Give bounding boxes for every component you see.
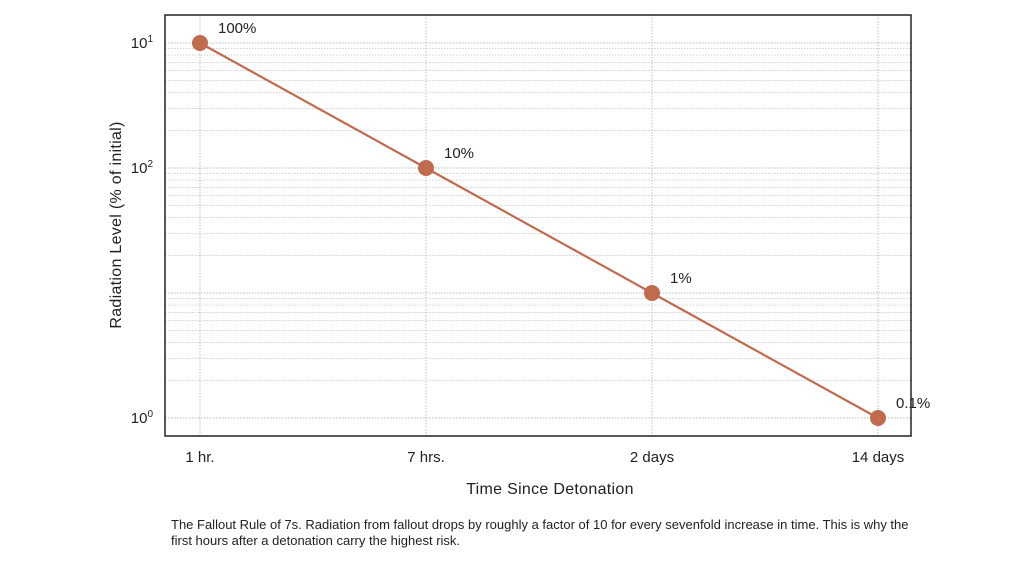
x-tick-labels: 1 hr. 7 hrs. 2 days 14 days xyxy=(185,449,904,466)
data-point xyxy=(192,35,208,51)
data-label: 100% xyxy=(218,20,256,37)
x-tick-label: 14 days xyxy=(852,449,905,466)
y-tick-labels: 101 102 100 xyxy=(131,34,154,427)
data-series: 100% 10% 1% 0.1% xyxy=(192,20,930,426)
data-point xyxy=(644,285,660,301)
x-tick-label: 7 hrs. xyxy=(407,449,445,466)
data-label: 0.1% xyxy=(896,395,930,412)
y-tick-label: 101 xyxy=(131,34,154,52)
figure-caption: The Fallout Rule of 7s. Radiation from f… xyxy=(171,517,909,548)
data-point xyxy=(870,410,886,426)
y-axis-label: Radiation Level (% of initial) xyxy=(108,121,125,328)
data-point xyxy=(418,160,434,176)
grid-lines xyxy=(165,15,911,436)
x-tick-label: 1 hr. xyxy=(185,449,214,466)
plot-frame xyxy=(164,14,912,437)
y-tick-label: 100 xyxy=(131,409,154,427)
series-line xyxy=(199,42,879,419)
y-tick-label: 102 xyxy=(131,159,154,177)
data-label: 1% xyxy=(670,270,692,287)
x-tick-label: 2 days xyxy=(630,449,674,466)
data-label: 10% xyxy=(444,145,474,162)
x-axis-label: Time Since Detonation xyxy=(466,481,634,498)
